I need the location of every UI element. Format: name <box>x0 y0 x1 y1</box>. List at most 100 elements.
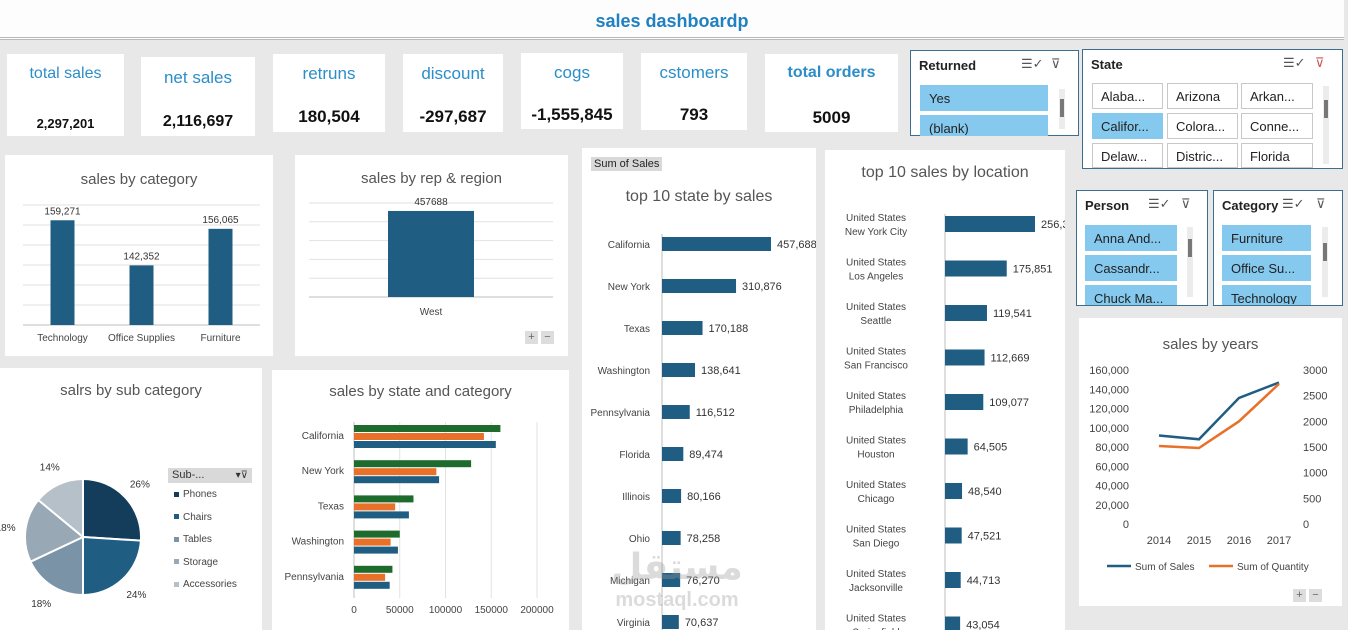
tick-label: Technology <box>37 333 88 344</box>
clear-filter-icon[interactable]: ⊽ <box>1051 56 1061 71</box>
slicer-item[interactable]: Colora... <box>1167 113 1238 139</box>
slicer-item[interactable]: Florida <box>1241 143 1313 168</box>
slicer-scrollbar[interactable] <box>1187 227 1193 297</box>
dropdown-filter-icon[interactable]: ▾⊽ <box>235 470 248 481</box>
tick-label: Washington <box>292 537 344 548</box>
clear-filter-icon[interactable]: ⊽ <box>1181 196 1191 211</box>
data-label: 457688 <box>414 197 448 208</box>
slicer-item[interactable]: Alaba... <box>1092 83 1163 109</box>
slicer-item[interactable]: Delaw... <box>1092 143 1163 168</box>
tick-label: United States Seattle <box>846 302 906 327</box>
tick-label: 2500 <box>1303 391 1327 403</box>
bar <box>945 527 962 544</box>
data-label: 70,637 <box>685 617 719 629</box>
bar <box>354 468 437 476</box>
bar <box>662 321 703 335</box>
legend-swatch <box>174 581 179 587</box>
watermark-brand: مستقل <box>611 547 743 588</box>
chart-sales-by-rep-region: sales by rep & region 457688 West + − <box>295 155 568 356</box>
slicer-item[interactable]: Arizona <box>1167 83 1238 109</box>
collapse-button[interactable]: − <box>541 331 554 344</box>
legend-entry: Phones <box>174 489 217 500</box>
slicer-item[interactable]: Yes <box>920 85 1048 111</box>
slicer-item[interactable]: Distric... <box>1167 143 1238 168</box>
pivot-field-tag[interactable]: Sum of Sales <box>591 157 663 171</box>
slicer-item[interactable]: Office Su... <box>1222 255 1311 281</box>
tick-label: 40,000 <box>1095 481 1129 493</box>
slicer-title: State <box>1091 57 1123 72</box>
bar <box>354 511 409 519</box>
chart-title: sales by rep & region <box>361 170 502 187</box>
multi-select-icon[interactable]: ☰✓ <box>1283 55 1306 70</box>
slicer-item[interactable]: Anna And... <box>1085 225 1177 251</box>
kpi-total-orders: total orders 5009 <box>765 54 898 132</box>
multi-select-icon[interactable]: ☰✓ <box>1148 196 1171 211</box>
pie-legend-title: Sub-... <box>172 469 205 481</box>
legend-label: Phones <box>183 489 217 500</box>
slicer-item[interactable]: Califor... <box>1092 113 1163 139</box>
clear-filter-icon[interactable]: ⊽ <box>1315 55 1325 70</box>
slicer-item[interactable]: Conne... <box>1241 113 1313 139</box>
data-label: 14% <box>40 462 60 473</box>
slicer-returned: Returned ☰✓ ⊽ Yes (blank) <box>910 50 1079 136</box>
slicer-scrollbar[interactable] <box>1323 86 1329 164</box>
chart-sales-by-state-and-category: sales by state and category 0 50000 100000… <box>272 370 569 630</box>
bar <box>662 531 681 545</box>
legend-entry: Storage <box>174 557 218 568</box>
dashboard-title: sales dashboardp <box>595 11 749 31</box>
multi-select-icon[interactable]: ☰✓ <box>1282 196 1305 211</box>
data-label: 156,065 <box>202 215 239 226</box>
slicer-item[interactable]: Cassandr... <box>1085 255 1177 281</box>
slicer-scrollbar[interactable] <box>1322 227 1328 297</box>
data-label: 48,540 <box>968 486 1002 498</box>
state-category-bar-chart: 0 50000 100000 150000 200000 California New Yo… <box>285 422 554 616</box>
bar <box>354 433 484 440</box>
legend-entry: Chairs <box>174 512 212 523</box>
multi-select-icon[interactable]: ☰✓ <box>1021 56 1044 71</box>
collapse-button[interactable]: − <box>1309 589 1322 602</box>
tick-label: 2016 <box>1227 535 1251 547</box>
chart-sales-by-sub-category: salrs by sub category 26% 24% 18% 18% 14% Su… <box>0 368 262 630</box>
data-label: 44,713 <box>967 575 1001 587</box>
data-label: 18% <box>0 523 16 534</box>
legend-label: Chairs <box>183 511 212 523</box>
slicer-item[interactable]: Technology <box>1222 285 1311 305</box>
series-line <box>1158 382 1280 450</box>
data-label: 256,368 <box>1041 219 1065 231</box>
kpi-value: 2,116,697 <box>162 113 234 130</box>
slicer-state: State ☰✓ ⊽ Alaba... Arizona Arkan... Cal… <box>1082 49 1343 169</box>
expand-button[interactable]: + <box>1293 589 1306 602</box>
bar <box>354 565 393 573</box>
tick-label: United States Philadelphia <box>846 391 906 416</box>
slicer-item[interactable]: (blank) <box>920 115 1048 136</box>
slicer-item[interactable]: Chuck Ma... <box>1085 285 1177 305</box>
tick-label: 120,000 <box>1089 404 1129 416</box>
clear-filter-icon[interactable]: ⊽ <box>1316 196 1326 211</box>
data-label: 112,669 <box>991 353 1030 365</box>
slicer-scrollbar[interactable] <box>1059 89 1065 129</box>
bar <box>945 483 963 499</box>
kpi-value: -297,687 <box>419 107 487 126</box>
tick-label: California <box>302 431 345 442</box>
legend-swatch <box>174 536 179 542</box>
kpi-net-sales: net sales 2,116,697 <box>141 57 255 136</box>
tick-label: Ohio <box>629 534 651 545</box>
kpi-label: total orders <box>787 64 876 81</box>
slicer-item[interactable]: Furniture <box>1222 225 1311 251</box>
bar <box>354 530 400 538</box>
kpi-discount: discount -297,687 <box>403 54 503 132</box>
tick-label: United States New York City <box>845 213 907 238</box>
legend-label: Sum of Quantity <box>1237 562 1309 573</box>
data-label: 80,166 <box>687 491 721 503</box>
slicer-item[interactable]: Arkan... <box>1241 83 1313 109</box>
tick-label: 500 <box>1303 493 1321 505</box>
tick-label: Illinois <box>622 492 650 503</box>
tick-label: Florida <box>619 450 650 461</box>
kpi-cogs: cogs -1,555,845 <box>521 53 623 129</box>
bar <box>354 495 414 503</box>
expand-button[interactable]: + <box>525 331 538 344</box>
tick-label: 140,000 <box>1089 384 1129 396</box>
tick-label: 1500 <box>1303 442 1327 454</box>
pie-legend-header[interactable]: Sub-... ▾⊽ <box>168 468 252 483</box>
tick-label: New York <box>302 466 345 477</box>
